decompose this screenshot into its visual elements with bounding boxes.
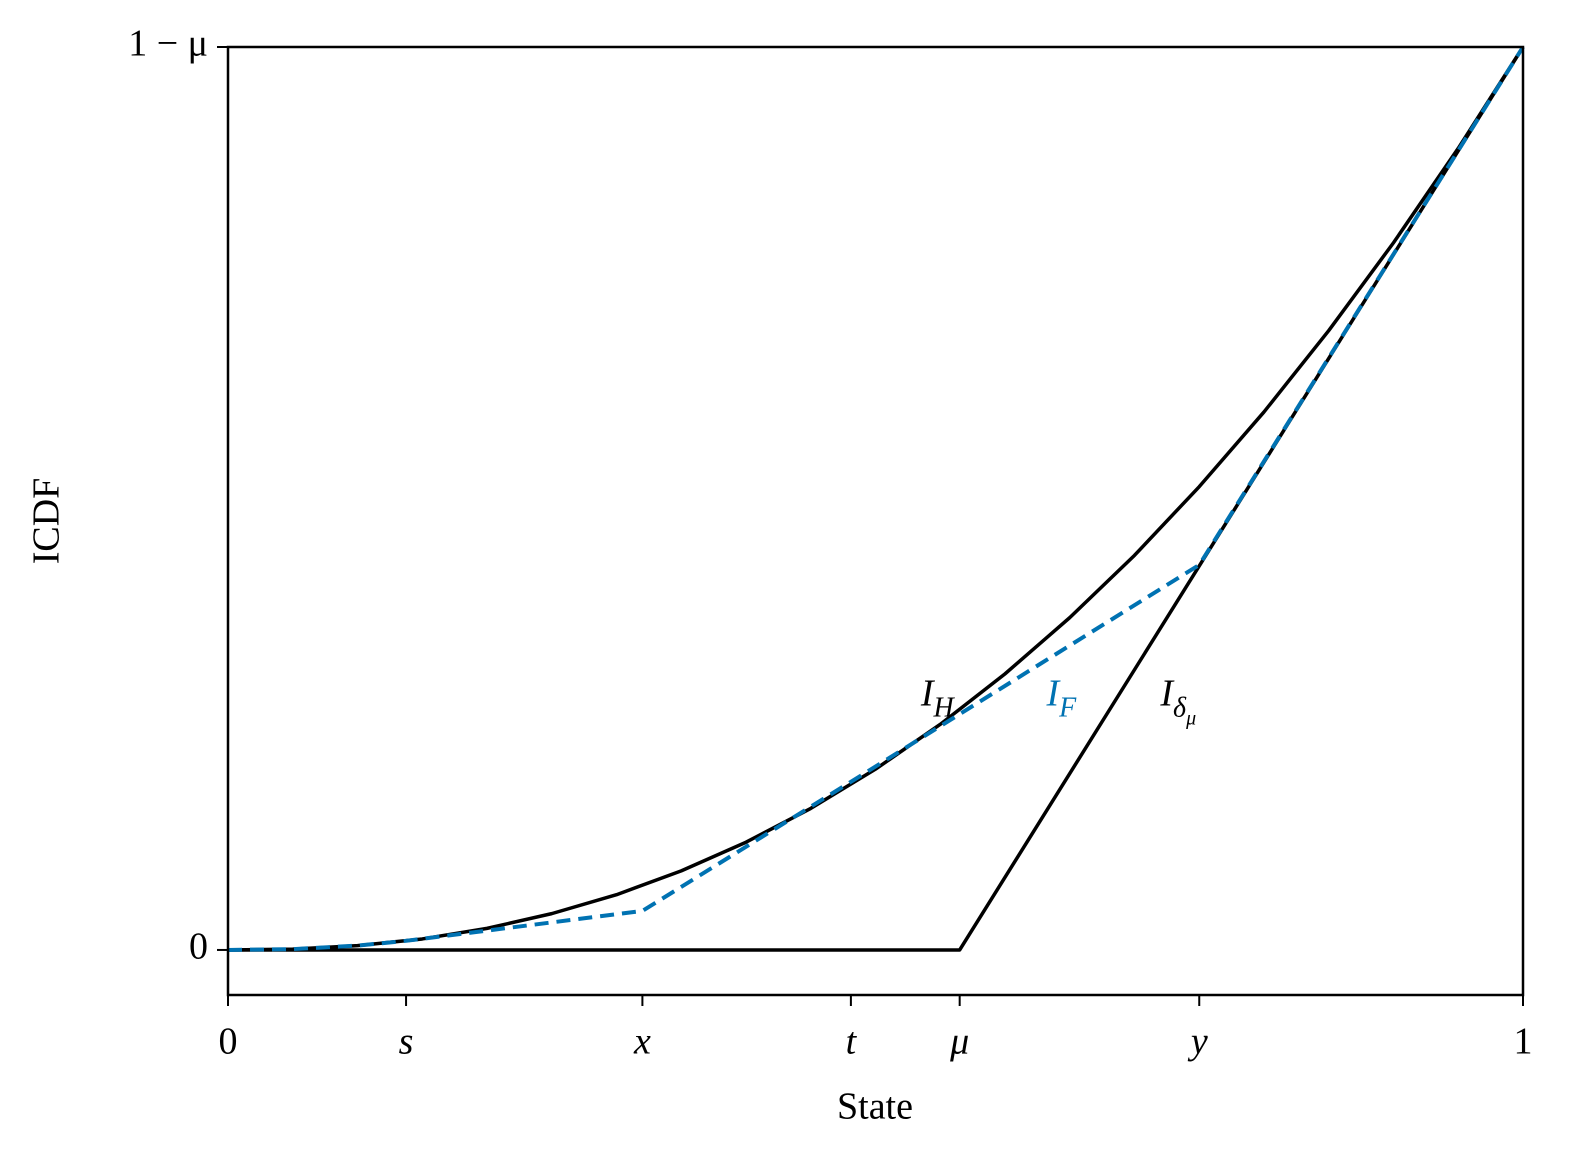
annotation: IH (920, 672, 956, 724)
x-tick-label: t (846, 1021, 858, 1063)
annotation-main: I (920, 672, 936, 714)
y-axis-label: ICDF (26, 478, 68, 565)
line-series (227, 46, 1525, 952)
x-tick-label: s (399, 1021, 414, 1063)
y-tick-label: 1 − μ (128, 23, 208, 65)
y-tick-label: 0 (189, 926, 208, 968)
line-series (228, 46, 1525, 952)
x-tick-label: x (633, 1021, 651, 1063)
x-tick-label: 1 (1514, 1021, 1533, 1063)
annotation-sub: F (1058, 693, 1077, 724)
annotation-sub: δ (1173, 693, 1187, 724)
annotation-main: I (1159, 672, 1175, 714)
annotation-subsub: μ (1185, 707, 1196, 729)
x-axis-label: State (837, 1086, 913, 1128)
annotation-sub: H (932, 693, 955, 724)
annotation: IF (1045, 672, 1077, 724)
annotation: Iδμ (1159, 672, 1196, 729)
x-tick-label: y (1187, 1021, 1208, 1063)
plot-frame (226, 45, 1525, 997)
x-tick-label: 0 (219, 1021, 238, 1063)
annotation-main: I (1045, 672, 1061, 714)
x-tick-label: μ (949, 1021, 969, 1063)
line-series (227, 45, 1525, 952)
